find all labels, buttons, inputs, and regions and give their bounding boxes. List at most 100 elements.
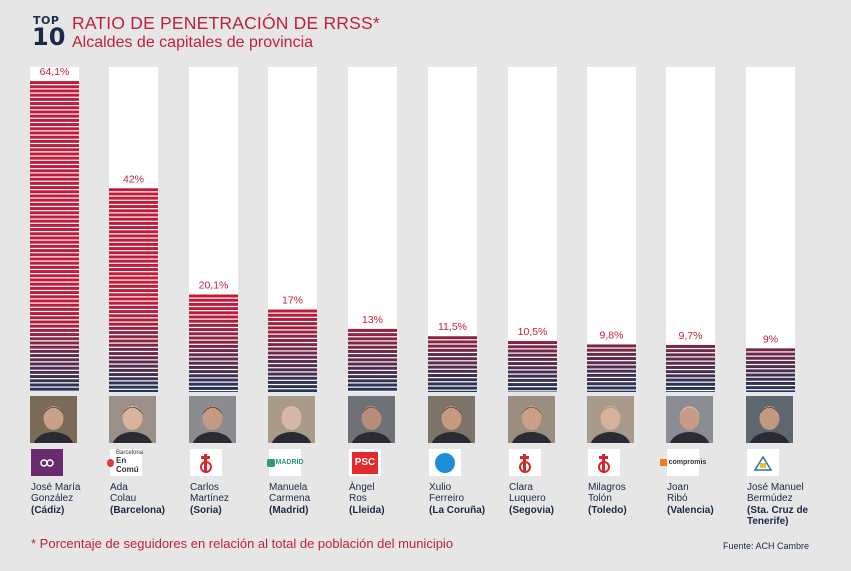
bar [428,336,477,392]
mayor-first-name: Clara [509,482,533,493]
mayor-photo [109,396,156,443]
bar [666,344,715,392]
bar [109,188,158,392]
mayor-photo [189,396,236,443]
mayor-name: José María González (Cádiz) [31,482,126,516]
bar-background [746,67,795,392]
mayor-last-name: Ribó [667,493,688,505]
bar [587,344,636,392]
bar-background [587,67,636,392]
logo-text: En Comú [115,456,139,474]
badge-number: 10 [32,23,66,51]
mayor-photo [348,396,395,443]
bar-background [666,67,715,392]
ahora-madrid-logo: MADRID [266,449,304,476]
mayor-photo [746,396,793,443]
mayor-city: (Toledo) [588,504,627,516]
data-label: 13% [362,314,383,326]
mayor-name: Àngel Ros (Lleida) [349,482,444,516]
bar-background [508,67,557,392]
mayor-last-name: Carmena [269,493,311,505]
mayor-city: (Valencia) [667,504,714,516]
mayor-name: Clara Luquero (Segovia) [509,482,604,516]
bar [508,341,557,392]
mayor-last-name: Luquero [509,493,546,505]
mayor-first-name: José María [31,482,81,493]
bar-group-3: 20,1% [189,67,238,392]
logo-text: MADRID [275,459,304,466]
source-note: Fuente: ACH Cambre [723,541,810,551]
mayor-city: (Soria) [190,504,222,516]
mayor-name: Manuela Carmena (Madrid) [269,482,364,516]
mayor-first-name: Xulio [429,482,452,493]
bar-group-2: 42% [109,67,158,392]
mayor-first-name: José Manuel [747,482,804,493]
mayor-city: (Barcelona) [110,504,166,516]
mayor-photo [587,396,634,443]
data-label: 9,7% [679,330,703,342]
bar-group-8: 9,8% [587,67,636,392]
barcelona-en-comu-logo: Barcelona En Comú [107,449,144,476]
mayor-name: Ada Colau (Barcelona) [110,482,205,516]
data-label: 11,5% [438,321,467,333]
footnote: * Porcentaje de seguidores en relación a… [31,536,454,551]
chart-subtitle: Alcaldes de capitales de provincia [72,34,314,51]
bar [189,294,238,392]
bar-group-1: 64,1% [30,66,79,392]
mayor-name: Joan Ribó (Valencia) [667,482,762,516]
mayor-last-name: Martínez [190,493,229,505]
psc-logo: PSC [349,449,381,476]
mayor-last-name: Tolón [588,493,612,505]
bar-background [268,67,317,392]
badge-top-text: TOP [33,14,60,27]
data-label: 42% [123,173,144,185]
mayor-photo [30,396,77,443]
data-label: 20,1% [199,280,229,292]
bar [746,348,795,392]
mayor-last-name: Ros [349,493,367,505]
bar-chart: 64,1% 42% 20,1% 17% 13% 11,5% 10,5% 9,8% 9,7% 9% [30,66,795,392]
mayor-last-name: Colau [110,493,137,505]
mayor-photo [268,396,315,443]
logo-text: compromis [668,459,707,466]
mayor-city: (Madrid) [269,504,309,516]
mayor-city: (Lleida) [349,504,385,516]
mayor-last-name: Bermúdez [747,493,793,505]
bar-group-10: 9% [746,67,795,392]
compromis-logo: compromis [659,449,706,476]
bar-group-6: 11,5% [428,67,477,392]
marea-atlantica-logo [429,449,461,476]
mayor-first-name: Milagros [588,482,626,493]
mayor-first-name: Joan [667,482,689,493]
mayor-name: José Manuel Bermúdez (Sta. Cruz de Tenerif… [747,482,817,528]
mayor-city: (Cádiz) [31,504,65,516]
psoe-logo [509,449,541,476]
data-label: 9,8% [600,330,624,342]
mayor-first-name: Carlos [190,482,219,493]
logo-text: PSC [352,451,378,474]
mayor-last-name: Ferreiro [429,493,465,505]
mayor-first-name: Ada [110,482,128,493]
bar-group-5: 13% [348,67,397,392]
coalicion-canaria-logo [747,449,779,476]
podemos-logo [31,449,63,476]
logo-text-small: Barcelona [115,450,144,456]
psoe-logo [588,449,620,476]
mayor-first-name: Àngel [349,482,375,493]
mayor-city: (La Coruña) [429,504,486,516]
bar-group-9: 9,7% [666,67,715,392]
bar-group-4: 17% [268,67,317,392]
data-label: 64,1% [40,66,70,78]
mayor-name: Xulio Ferreiro (La Coruña) [429,482,524,516]
data-label: 9% [763,333,778,345]
mayor-last-name: González [31,493,74,505]
bar-group-7: 10,5% [508,67,557,392]
bar [30,81,79,392]
mayor-name: Carlos Martínez (Soria) [190,482,285,516]
mayor-name: Milagros Tolón (Toledo) [588,482,683,516]
data-label: 10,5% [518,326,548,338]
mayor-city: (Sta. Cruz de Tenerife) [747,504,809,528]
top10-badge: TOP 10 [30,13,66,51]
psoe-logo [190,449,222,476]
mayor-photo [666,396,713,443]
